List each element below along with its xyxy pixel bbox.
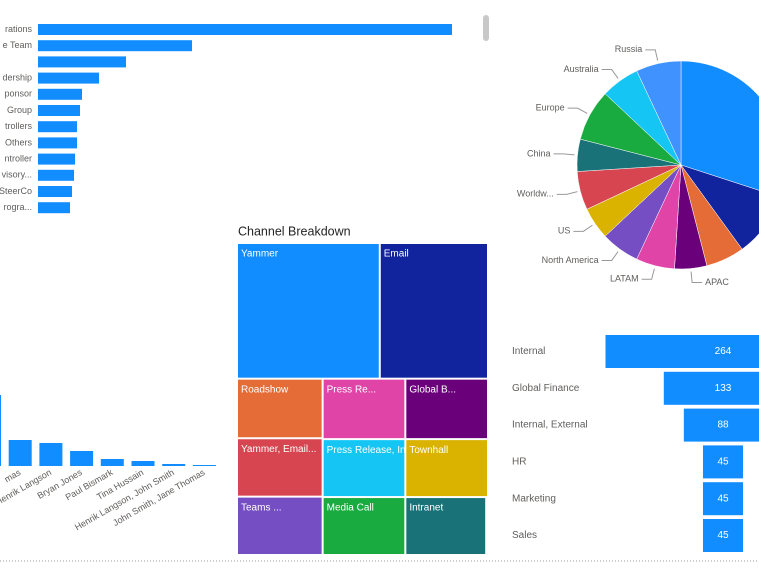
leader-line (645, 49, 659, 61)
funnel-bar (605, 335, 759, 368)
y-tick-label: visory... (2, 170, 32, 180)
treemap-tile (323, 440, 405, 497)
tile-label: Press Re... (327, 384, 376, 395)
category-label: Internal (512, 346, 545, 357)
bar (38, 56, 126, 68)
column (100, 459, 124, 466)
category-label: HR (512, 457, 526, 468)
column (0, 395, 1, 466)
y-tick-label: rogra... (3, 202, 32, 212)
pie-label: Australia (564, 64, 599, 74)
bar (38, 72, 99, 84)
bar (38, 121, 77, 133)
funnel-bar (702, 519, 744, 552)
bar (38, 186, 72, 197)
treemap-tile (238, 497, 322, 554)
treemap-tile (406, 440, 487, 497)
y-tick-label: e Team (3, 40, 32, 50)
pie-label: Worldw... (517, 189, 554, 199)
category-label: Sales (512, 530, 537, 541)
y-tick-label: Others (5, 137, 33, 147)
pie-label: US (558, 226, 571, 236)
column (39, 443, 63, 466)
treemap-tile (238, 439, 322, 496)
bar (38, 24, 452, 35)
tile-label: Global B... (409, 384, 456, 395)
y-tick-label: SteerCo (0, 186, 32, 196)
tile-label: Teams ... (241, 502, 282, 513)
y-tick-label: rations (5, 24, 33, 34)
treemap-tile (406, 498, 486, 554)
y-tick-label: ponsor (4, 89, 32, 99)
pie-label: Russia (615, 44, 643, 54)
bar (38, 169, 74, 181)
leader-line (556, 191, 578, 195)
category-label: Global Finance (512, 383, 580, 394)
pie-label: China (527, 148, 551, 158)
tile-label: Yammer (241, 249, 279, 260)
treemap-tile (406, 379, 487, 439)
treemap-title: Channel Breakdown (238, 224, 351, 238)
tile-label: Email (384, 249, 409, 260)
leader-line (641, 268, 655, 280)
tile-label: Media Call (327, 503, 374, 514)
leader-line (601, 69, 619, 79)
category-label: Internal, External (512, 420, 588, 431)
x-tick-label: mas (3, 467, 23, 484)
treemap-tile (238, 379, 322, 438)
leader-line (573, 224, 593, 232)
column (162, 464, 186, 466)
pie-label: LATAM (610, 274, 639, 284)
bar (38, 88, 82, 100)
pie-slice (636, 60, 682, 166)
funnel-bar (683, 408, 759, 442)
pie-label: Europe (536, 103, 565, 113)
tile-label: Yammer, Email... (241, 444, 316, 455)
leader-line (567, 107, 588, 114)
column (8, 440, 32, 466)
bar (38, 137, 77, 149)
leader-line (553, 153, 575, 156)
data-label: 45 (717, 530, 729, 541)
funnel-bar (702, 445, 744, 479)
y-tick-label: Group (7, 105, 32, 115)
leader-line (601, 251, 619, 261)
tile-label: Townhall (409, 445, 448, 456)
tile-label: Intranet (409, 503, 443, 514)
treemap-tile (323, 379, 405, 439)
bar (38, 105, 80, 116)
pie-label: APAC (705, 277, 729, 287)
category-label: Marketing (512, 493, 556, 504)
pie-slice (680, 60, 759, 191)
bar (38, 202, 70, 214)
y-tick-label: dership (2, 72, 32, 82)
bar (38, 153, 75, 165)
data-label: 88 (717, 420, 729, 431)
data-label: 45 (717, 457, 729, 468)
bar (38, 40, 192, 52)
column (70, 451, 94, 466)
scrollbar[interactable] (483, 15, 489, 41)
data-label: 133 (715, 383, 732, 394)
column (131, 461, 155, 466)
treemap-tile (238, 244, 379, 378)
column (192, 465, 216, 466)
treemap-tile (323, 498, 405, 554)
treemap-tile (380, 244, 487, 378)
funnel-bar (702, 482, 744, 516)
y-tick-label: trollers (5, 121, 33, 131)
y-tick-label: ntroller (4, 153, 32, 163)
funnel-bar (663, 371, 759, 405)
tile-label: Press Release, Intran... (327, 445, 432, 456)
pie-label: North America (542, 255, 599, 265)
data-label: 45 (717, 493, 729, 504)
leader-line (690, 271, 703, 283)
data-label: 264 (715, 346, 732, 357)
tile-label: Roadshow (241, 384, 289, 395)
